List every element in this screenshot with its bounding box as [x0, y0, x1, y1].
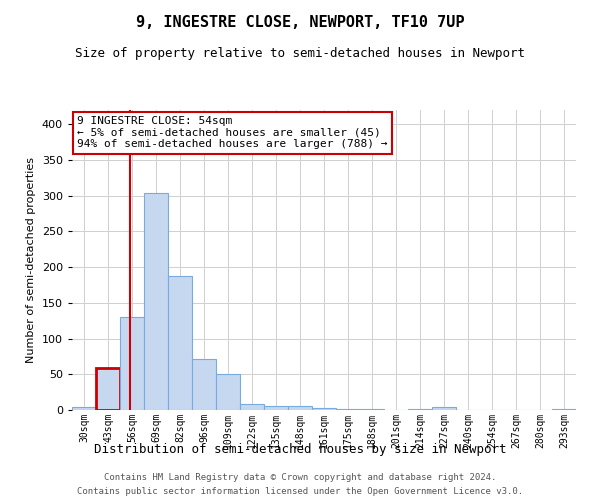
Bar — [408, 408, 432, 410]
Text: Distribution of semi-detached houses by size in Newport: Distribution of semi-detached houses by … — [94, 442, 506, 456]
Bar — [240, 404, 264, 410]
Bar — [264, 406, 288, 410]
Bar — [312, 408, 336, 410]
Bar — [552, 408, 576, 410]
Text: 9 INGESTRE CLOSE: 54sqm
← 5% of semi-detached houses are smaller (45)
94% of sem: 9 INGESTRE CLOSE: 54sqm ← 5% of semi-det… — [77, 116, 388, 149]
Bar — [336, 408, 360, 410]
Y-axis label: Number of semi-detached properties: Number of semi-detached properties — [26, 157, 36, 363]
Text: 9, INGESTRE CLOSE, NEWPORT, TF10 7UP: 9, INGESTRE CLOSE, NEWPORT, TF10 7UP — [136, 15, 464, 30]
Bar — [288, 406, 312, 410]
Bar — [216, 374, 240, 410]
Bar — [432, 407, 456, 410]
Bar — [192, 358, 216, 410]
Bar — [120, 317, 144, 410]
Text: Contains public sector information licensed under the Open Government Licence v3: Contains public sector information licen… — [77, 488, 523, 496]
Text: Contains HM Land Registry data © Crown copyright and database right 2024.: Contains HM Land Registry data © Crown c… — [104, 472, 496, 482]
Text: Size of property relative to semi-detached houses in Newport: Size of property relative to semi-detach… — [75, 48, 525, 60]
Bar — [72, 407, 96, 410]
Bar — [144, 193, 168, 410]
Bar — [168, 276, 192, 410]
Bar — [96, 368, 120, 410]
